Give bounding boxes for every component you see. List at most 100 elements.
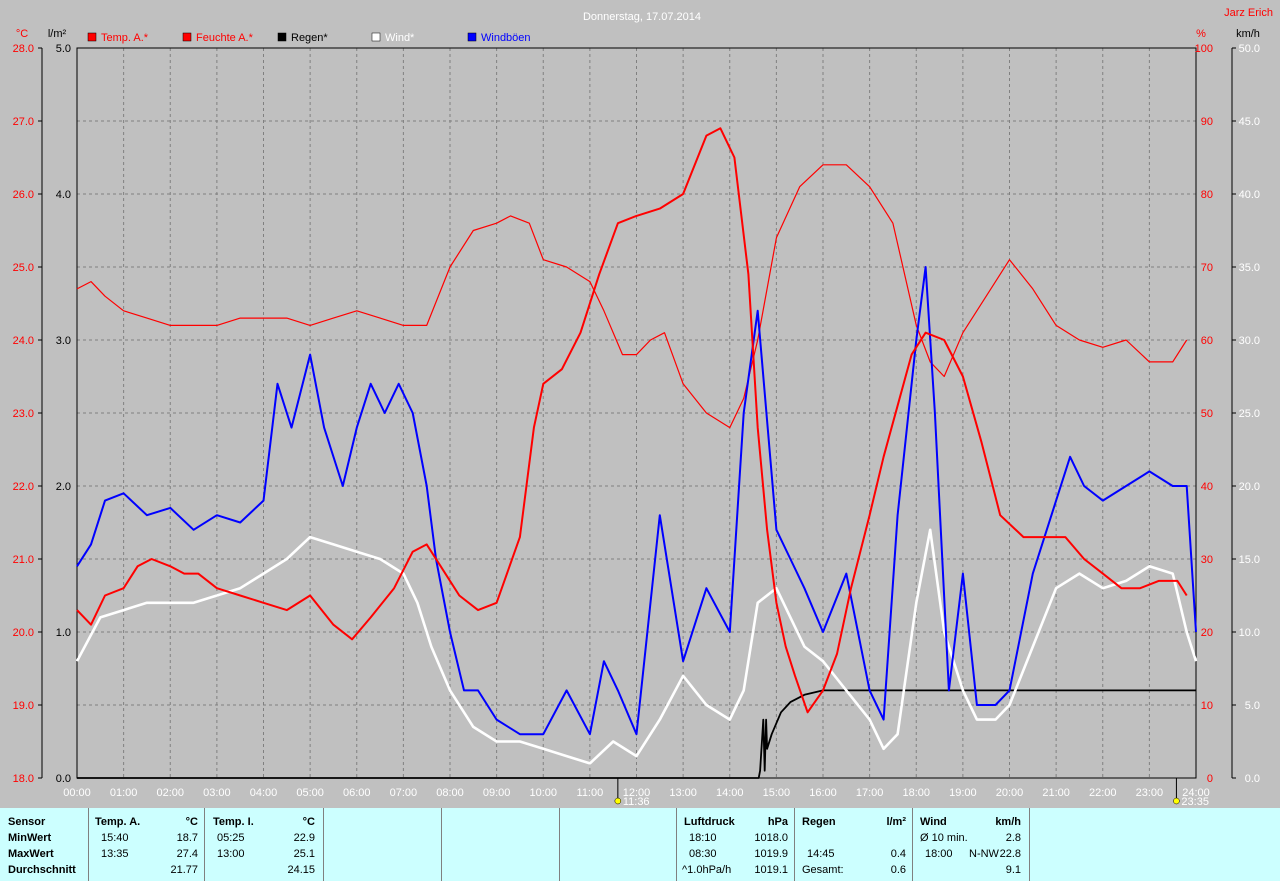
wind-tick-label: 0.0	[1245, 773, 1260, 785]
time-tick-label: 05:00	[296, 787, 324, 799]
wind-max-value: 22.8	[999, 848, 1021, 860]
wind-axis-unit: km/h	[1236, 28, 1260, 40]
temp-tick-label: 24.0	[13, 335, 34, 347]
legend-swatch	[182, 32, 192, 42]
sun-marker-label: 11:36	[623, 796, 650, 808]
pressure-min-time: 18:10	[689, 832, 717, 844]
series-line	[75, 528, 1198, 765]
temp-tick-label: 26.0	[13, 189, 34, 201]
temp-a-max-value: 27.4	[176, 848, 198, 860]
wind-tick-label: 30.0	[1239, 335, 1260, 347]
temp-a-min-value: 18.7	[176, 832, 198, 844]
time-tick-label: 18:00	[902, 787, 930, 799]
series-line	[76, 127, 1188, 714]
temp-a-max-time: 13:35	[101, 848, 129, 860]
legend-label: Temp. A.*	[101, 32, 149, 44]
time-tick-label: 21:00	[1042, 787, 1070, 799]
humidity-tick-label: 60	[1201, 335, 1213, 347]
time-tick-label: 03:00	[203, 787, 231, 799]
time-tick-label: 09:00	[483, 787, 511, 799]
empty-column-2	[442, 808, 560, 881]
series-layer	[75, 127, 1198, 779]
pressure-max-time: 08:30	[689, 848, 717, 860]
humidity-tick-label: 80	[1201, 189, 1213, 201]
time-tick-label: 10:00	[529, 787, 557, 799]
legend: Temp. A.* Feuchte A.* Regen* Wind* Windböen	[87, 32, 531, 44]
pressure-trend-value: 1019.1	[754, 864, 788, 876]
wind-tick-label: 50.0	[1239, 43, 1260, 55]
row-label-avg: Durchschnitt	[8, 864, 76, 876]
pressure-trend-label: ^1.0hPa/h	[682, 864, 732, 876]
time-tick-label: 08:00	[436, 787, 464, 799]
humidity-tick-label: 10	[1201, 700, 1213, 712]
axis-labels: 18.0 19.0 20.0 21.0 22.0 23.0 24.0 25.0 26.0 27.0…	[13, 28, 1260, 799]
temp-i-max-time: 13:00	[217, 848, 245, 860]
rain-total-label: Gesamt:	[802, 864, 844, 876]
rain-column: Regen l/m² 14:45 0.4 Gesamt: 0.6	[795, 808, 913, 881]
temp-tick-label: 19.0	[13, 700, 34, 712]
rain-max-value: 0.4	[890, 848, 906, 860]
time-tick-label: 14:00	[716, 787, 744, 799]
temp-a-column: Temp. A. °C 15:40 18.7 13:35 27.4 21.77	[89, 808, 205, 881]
humidity-axis-unit: %	[1196, 28, 1206, 40]
rain-tick-label: 4.0	[56, 189, 71, 201]
pressure-column: Luftdruck hPa 18:10 1018.0 08:30 1019.9 …	[677, 808, 795, 881]
empty-column-3	[560, 808, 677, 881]
pressure-max-value: 1019.9	[754, 848, 788, 860]
time-tick-label: 20:00	[996, 787, 1024, 799]
wind-tick-label: 40.0	[1239, 189, 1260, 201]
temp-axis-unit: °C	[16, 28, 28, 40]
wind-column: Wind km/h Ø 10 min. 2.8 18:00 N-NW 22.8 …	[913, 808, 1030, 881]
chart-title: Donnerstag, 17.07.2014	[583, 11, 701, 23]
time-tick-label: 11:00	[577, 787, 604, 799]
series-line	[76, 266, 1197, 736]
legend-label: Windböen	[481, 32, 531, 44]
time-tick-label: 00:00	[63, 787, 91, 799]
sensor-header: Sensor	[8, 816, 46, 828]
legend-label: Feuchte A.*	[196, 32, 254, 44]
humidity-tick-label: 0	[1207, 773, 1213, 785]
temp-tick-label: 18.0	[13, 773, 34, 785]
legend-swatch	[87, 32, 97, 42]
rain-axis-unit: l/m²	[48, 28, 67, 40]
wind-last-value: 9.1	[1005, 864, 1021, 876]
humidity-tick-label: 40	[1201, 481, 1213, 493]
temp-tick-label: 28.0	[13, 43, 34, 55]
legend-label: Regen*	[291, 32, 328, 44]
temp-tick-label: 22.0	[13, 481, 34, 493]
time-tick-label: 01:00	[110, 787, 138, 799]
temp-a-header: Temp. A.	[95, 816, 141, 828]
wind-tick-label: 20.0	[1239, 481, 1260, 493]
temp-i-column: Temp. I. °C 05:25 22.9 13:00 25.1 24.15	[205, 808, 324, 881]
temp-i-min-value: 22.9	[293, 832, 315, 844]
grid-lines	[76, 47, 1197, 779]
wind-tick-label: 5.0	[1245, 700, 1260, 712]
rain-tick-label: 0.0	[56, 773, 71, 785]
temp-tick-label: 20.0	[13, 627, 34, 639]
time-tick-label: 15:00	[763, 787, 791, 799]
pressure-header: Luftdruck	[684, 816, 735, 828]
rain-unit: l/m²	[886, 816, 906, 828]
temp-tick-label: 23.0	[13, 408, 34, 420]
wind-tick-label: 45.0	[1239, 116, 1260, 128]
sensor-column: Sensor MinWert MaxWert Durchschnitt	[0, 808, 89, 881]
temp-i-avg-value: 24.15	[287, 864, 315, 876]
temp-tick-label: 25.0	[13, 262, 34, 274]
temp-i-unit: °C	[302, 816, 315, 828]
rain-total-value: 0.6	[890, 864, 906, 876]
humidity-tick-label: 30	[1201, 554, 1213, 566]
time-tick-label: 24:00	[1182, 787, 1210, 799]
rain-tick-label: 3.0	[56, 335, 71, 347]
time-tick-label: 04:00	[250, 787, 278, 799]
time-tick-label: 06:00	[343, 787, 371, 799]
series-line	[77, 689, 1196, 779]
time-tick-label: 19:00	[949, 787, 977, 799]
legend-label: Wind*	[385, 32, 415, 44]
wind-header: Wind	[920, 816, 947, 828]
wind-tick-label: 10.0	[1239, 627, 1260, 639]
legend-swatch	[277, 32, 287, 42]
temp-i-header: Temp. I.	[213, 816, 254, 828]
wind-tick-label: 25.0	[1239, 408, 1260, 420]
humidity-tick-label: 50	[1201, 408, 1213, 420]
temp-tick-label: 21.0	[13, 554, 34, 566]
